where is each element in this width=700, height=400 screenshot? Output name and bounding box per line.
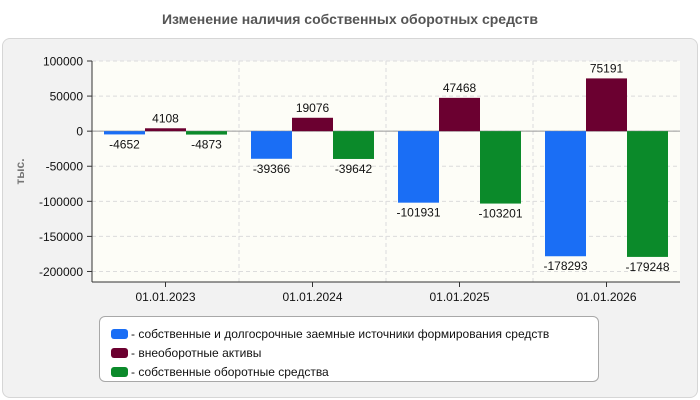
bar-3 (627, 131, 668, 257)
x-tick-label: 01.01.2023 (135, 290, 195, 304)
data-label: 19076 (296, 101, 330, 115)
bar-3 (333, 131, 374, 159)
y-axis-title: тыс. (13, 158, 27, 184)
x-tick-label: 01.01.2026 (576, 290, 636, 304)
data-label: -179248 (625, 260, 669, 274)
chart-title: Изменение наличия собственных оборотных … (161, 11, 539, 27)
legend-label: - собственные и долгосрочные заемные ист… (131, 326, 550, 341)
legend-swatch (111, 366, 128, 377)
bar-2 (292, 117, 333, 132)
data-label: 4108 (152, 111, 179, 125)
bar-1 (545, 131, 586, 257)
y-tick-label: -150000 (39, 230, 83, 244)
legend-swatch (111, 328, 128, 339)
bar-2 (439, 97, 480, 132)
bar-3 (186, 131, 227, 135)
bar-2 (145, 128, 186, 132)
legend-label: - собственные оборотные средства (131, 364, 329, 379)
bar-1 (251, 131, 292, 159)
legend-label: - внеоборотные активы (131, 345, 262, 360)
bar-2 (586, 78, 627, 132)
y-tick-label: -100000 (39, 195, 83, 209)
bar-1 (104, 131, 145, 135)
x-tick-label: 01.01.2024 (282, 290, 342, 304)
data-label: -4652 (109, 137, 140, 151)
data-label: -4873 (191, 138, 222, 152)
bar-3 (480, 131, 521, 204)
y-tick-label: 0 (76, 125, 83, 139)
y-tick-label: 50000 (50, 90, 84, 104)
data-label: -178293 (543, 259, 587, 273)
legend-item-working-capital: - собственные оборотные средства (111, 362, 598, 381)
legend-swatch (111, 347, 128, 358)
bar-1 (398, 131, 439, 203)
data-label: -101931 (396, 206, 440, 220)
x-tick-label: 01.01.2025 (429, 290, 489, 304)
legend-item-noncurrent-assets: - внеоборотные активы (111, 343, 598, 362)
data-label: 75191 (590, 61, 624, 75)
data-label: 47468 (443, 81, 477, 95)
y-tick-label: -200000 (39, 265, 83, 279)
legend-item-sources: - собственные и долгосрочные заемные ист… (111, 324, 598, 343)
data-label: -103201 (478, 207, 522, 221)
y-tick-label: -50000 (46, 160, 84, 174)
data-label: -39366 (253, 162, 291, 176)
data-label: -39642 (335, 162, 373, 176)
y-tick-label: 100000 (43, 55, 83, 69)
legend: - собственные и долгосрочные заемные ист… (99, 316, 599, 382)
